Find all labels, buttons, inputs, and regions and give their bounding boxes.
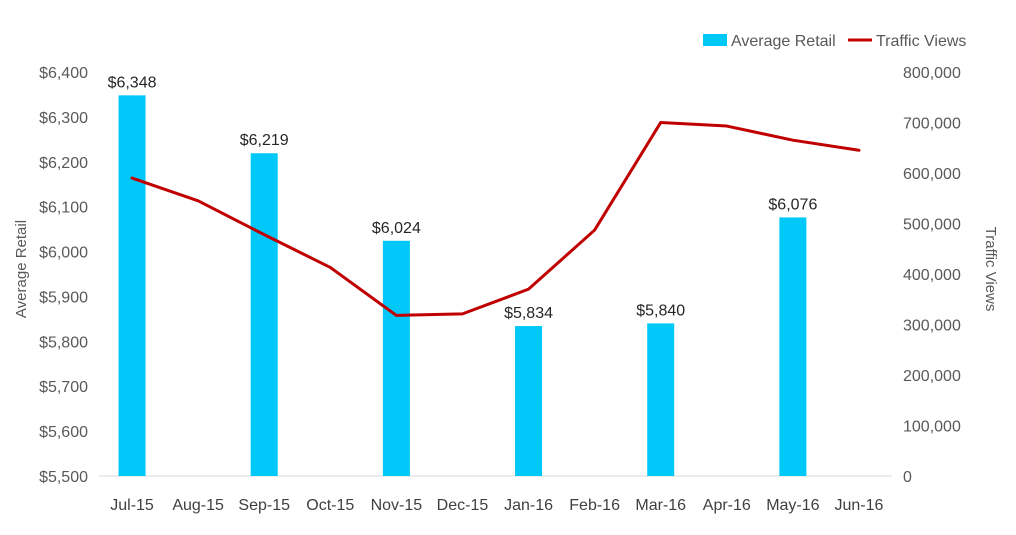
left-axis-tick-label: $6,300 <box>39 110 88 127</box>
bar-data-label: $5,834 <box>504 305 553 322</box>
bar-data-label: $6,076 <box>768 196 817 213</box>
left-axis-tick-label: $5,800 <box>39 334 88 351</box>
right-axis-tick-label: 700,000 <box>903 116 961 133</box>
right-axis-tick-label: 200,000 <box>903 368 961 385</box>
bar-average-retail <box>250 153 278 476</box>
left-axis-tick-label: $5,600 <box>39 424 88 441</box>
left-axis-tick-label: $6,400 <box>39 65 88 82</box>
x-axis-tick-label: Apr-16 <box>703 497 751 514</box>
bar-average-retail <box>515 326 543 476</box>
bar-data-label: $6,348 <box>108 74 157 91</box>
right-axis-tick-label: 400,000 <box>903 267 961 284</box>
right-axis-tick-label: 300,000 <box>903 318 961 335</box>
bar-average-retail <box>118 95 146 476</box>
x-axis-tick-label: Jul-15 <box>110 497 154 514</box>
x-axis-tick-label: Sep-15 <box>238 497 290 514</box>
left-axis-tick-label: $6,200 <box>39 155 88 172</box>
right-axis-tick-label: 500,000 <box>903 217 961 234</box>
x-axis-tick-label: Jun-16 <box>834 497 883 514</box>
right-axis-title: Traffic Views <box>982 227 999 312</box>
left-axis-tick-label: $6,000 <box>39 245 88 262</box>
bar-average-retail <box>779 217 807 476</box>
x-axis-tick-label: Mar-16 <box>635 497 686 514</box>
x-axis: Jul-15 Aug-15 Sep-15 Oct-15 Nov-15 Dec-15 Jan-… <box>99 475 892 514</box>
bar-data-label: $5,840 <box>636 302 685 319</box>
right-axis-tick-label: 600,000 <box>903 166 961 183</box>
legend-label-traffic-views: Traffic Views <box>876 33 966 50</box>
left-axis: $5,500 $5,600 $5,700 $5,800 $5,900 $6,000 $6,1… <box>39 65 88 486</box>
x-axis-tick-label: Feb-16 <box>569 497 620 514</box>
x-axis-tick-label: Dec-15 <box>437 497 489 514</box>
left-axis-tick-label: $5,500 <box>39 469 88 486</box>
left-axis-tick-label: $5,900 <box>39 289 88 306</box>
x-axis-tick-label: Jan-16 <box>504 497 553 514</box>
legend-label-average-retail: Average Retail <box>731 33 836 50</box>
legend: Average Retail Traffic Views <box>703 33 966 50</box>
left-axis-tick-label: $6,100 <box>39 200 88 217</box>
right-axis-tick-label: 0 <box>903 469 912 486</box>
bar-average-retail <box>382 240 410 476</box>
x-axis-tick-label: Aug-15 <box>172 497 224 514</box>
bar-average-retail <box>647 323 675 476</box>
right-axis-tick-label: 800,000 <box>903 65 961 82</box>
x-axis-tick-label: May-16 <box>766 497 819 514</box>
left-axis-tick-label: $5,700 <box>39 379 88 396</box>
x-axis-tick-label: Oct-15 <box>306 497 354 514</box>
right-axis-tick-label: 100,000 <box>903 419 961 436</box>
right-axis: 0 100,000 200,000 300,000 400,000 500,000 600,… <box>903 65 961 486</box>
left-axis-title: Average Retail <box>13 220 30 318</box>
legend-swatch-average-retail <box>703 34 727 46</box>
bar-data-label: $6,219 <box>240 132 289 149</box>
line-traffic-views <box>130 121 861 317</box>
bar-data-label: $6,024 <box>372 220 421 237</box>
line-series-traffic-views <box>130 121 861 317</box>
x-axis-tick-label: Nov-15 <box>371 497 423 514</box>
bar-series-average-retail: $6,348 $6,219 $6,024 $5,834 $5,840 $6,076 <box>108 74 817 476</box>
